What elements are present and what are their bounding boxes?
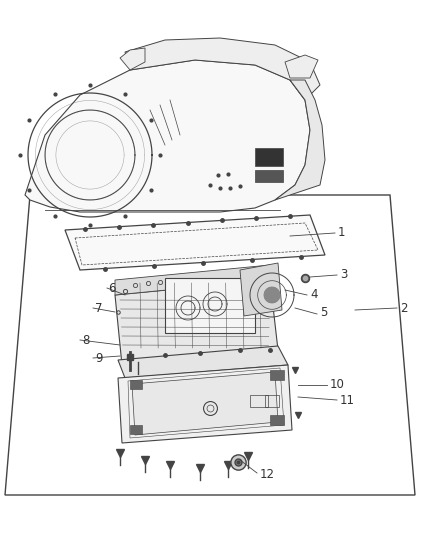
Polygon shape <box>115 265 270 295</box>
Bar <box>255 170 283 182</box>
Bar <box>165 278 255 333</box>
Bar <box>270 370 284 380</box>
Text: 7: 7 <box>95 302 102 314</box>
Bar <box>270 415 284 425</box>
Polygon shape <box>115 280 278 365</box>
Polygon shape <box>25 60 310 212</box>
Polygon shape <box>118 346 288 378</box>
Bar <box>265 395 279 407</box>
Polygon shape <box>125 38 320 100</box>
Polygon shape <box>120 48 145 70</box>
Bar <box>255 148 283 166</box>
Text: 9: 9 <box>95 351 102 365</box>
Polygon shape <box>118 365 292 443</box>
Text: 1: 1 <box>338 227 346 239</box>
Polygon shape <box>240 263 282 316</box>
Bar <box>130 380 142 389</box>
Polygon shape <box>65 215 325 270</box>
Text: 8: 8 <box>82 334 89 346</box>
Text: 6: 6 <box>108 281 116 295</box>
Polygon shape <box>132 372 278 435</box>
Text: 3: 3 <box>340 269 347 281</box>
Text: 10: 10 <box>330 378 345 392</box>
Polygon shape <box>264 287 280 303</box>
Bar <box>250 395 268 407</box>
Text: 2: 2 <box>400 302 407 314</box>
Text: 12: 12 <box>260 469 275 481</box>
Text: 5: 5 <box>320 305 327 319</box>
Bar <box>130 425 142 434</box>
Polygon shape <box>285 55 318 78</box>
Text: 4: 4 <box>310 288 318 302</box>
Text: 11: 11 <box>340 393 355 407</box>
Polygon shape <box>275 80 325 200</box>
